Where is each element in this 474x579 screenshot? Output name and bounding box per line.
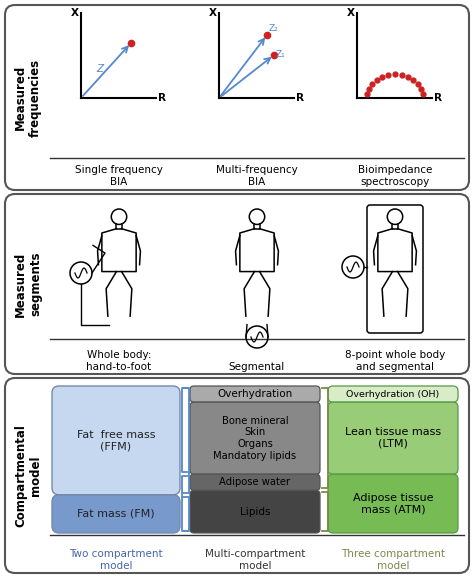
Text: Z₁: Z₁	[276, 50, 286, 59]
FancyBboxPatch shape	[328, 474, 458, 533]
FancyBboxPatch shape	[5, 378, 469, 573]
Text: Overhydration: Overhydration	[218, 389, 292, 399]
Text: Measured
segments: Measured segments	[14, 251, 42, 317]
FancyBboxPatch shape	[190, 474, 320, 490]
Text: X: X	[71, 8, 79, 18]
Text: Bone mineral
Skin
Organs
Mandatory lipids: Bone mineral Skin Organs Mandatory lipid…	[213, 416, 297, 460]
Text: Z: Z	[96, 64, 103, 75]
Text: Compartmental
model: Compartmental model	[14, 424, 42, 527]
Text: Lean tissue mass
(LTM): Lean tissue mass (LTM)	[345, 427, 441, 449]
FancyBboxPatch shape	[190, 402, 320, 474]
Text: Segmental: Segmental	[229, 362, 285, 372]
Text: X: X	[347, 8, 355, 18]
Text: Bioimpedance
spectroscopy: Bioimpedance spectroscopy	[358, 166, 432, 187]
Text: Whole body:
hand-to-foot: Whole body: hand-to-foot	[86, 350, 152, 372]
Text: Fat mass (FM): Fat mass (FM)	[77, 509, 155, 519]
Text: 8-point whole body
and segmental: 8-point whole body and segmental	[345, 350, 445, 372]
FancyBboxPatch shape	[52, 495, 180, 533]
FancyBboxPatch shape	[190, 386, 320, 402]
Text: R: R	[158, 93, 166, 103]
Text: Multi-compartment
model: Multi-compartment model	[205, 549, 305, 571]
Text: Measured
frequencies: Measured frequencies	[14, 58, 42, 137]
Text: Adipose water: Adipose water	[219, 477, 291, 488]
FancyBboxPatch shape	[5, 5, 469, 190]
Text: R: R	[296, 93, 304, 103]
FancyBboxPatch shape	[328, 402, 458, 474]
FancyBboxPatch shape	[190, 490, 320, 533]
Text: Overhydration (OH): Overhydration (OH)	[346, 390, 439, 398]
FancyBboxPatch shape	[328, 386, 458, 402]
Text: R: R	[434, 93, 442, 103]
Text: X: X	[209, 8, 217, 18]
Text: Multi-frequency
BIA: Multi-frequency BIA	[216, 166, 298, 187]
Text: Adipose tissue
mass (ATM): Adipose tissue mass (ATM)	[353, 493, 433, 514]
Text: Lipids: Lipids	[240, 507, 270, 516]
Text: Single frequency
BIA: Single frequency BIA	[75, 166, 163, 187]
FancyBboxPatch shape	[52, 386, 180, 495]
Text: Three compartment
model: Three compartment model	[341, 549, 445, 571]
Text: Two compartment
model: Two compartment model	[69, 549, 163, 571]
Text: Z₂: Z₂	[269, 24, 279, 33]
Text: Fat  free mass
(FFM): Fat free mass (FFM)	[77, 430, 155, 451]
FancyBboxPatch shape	[5, 194, 469, 374]
